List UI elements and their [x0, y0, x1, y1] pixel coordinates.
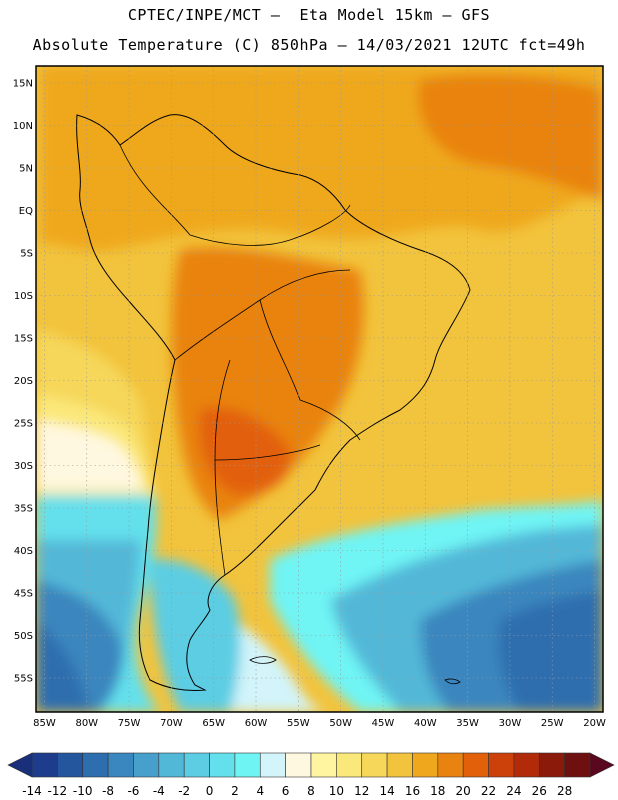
temperature-field [36, 66, 603, 712]
lat-label: 45S [14, 589, 33, 600]
colorbar-label: 24 [506, 784, 522, 798]
colorbar-swatch [285, 752, 312, 778]
lat-label: 55S [14, 674, 33, 685]
colorbar-label: 26 [531, 784, 547, 798]
colorbar-label: -4 [152, 784, 165, 798]
colorbar-swatch [564, 752, 591, 778]
lat-label: 35S [14, 504, 33, 515]
lon-label: 55W [287, 718, 310, 729]
colorbar-label: 0 [205, 784, 214, 798]
gridlines [36, 66, 603, 712]
colorbar-label: 14 [379, 784, 395, 798]
colorbar-swatch [82, 752, 109, 778]
colorbar-min-arrow [7, 752, 33, 778]
lon-label: 35W [456, 718, 479, 729]
latitude-labels: 15N 10N 5N EQ 5S 10S 15S 20S 25S 30S 35S 40S 45S 50S 5… [13, 79, 33, 685]
colorbar-label: -12 [47, 784, 68, 798]
lon-label: 65W [202, 718, 225, 729]
lat-label: 15N [13, 79, 33, 90]
colorbar-swatch [513, 752, 540, 778]
lon-label: 30W [499, 718, 522, 729]
colorbar-swatch [437, 752, 464, 778]
colorbar-swatch [488, 752, 515, 778]
map-frame [35, 65, 604, 713]
colorbar [7, 752, 615, 778]
colorbar-swatch [107, 752, 134, 778]
colorbar-swatch [310, 752, 337, 778]
colorbar-swatch [538, 752, 565, 778]
lat-label: 15S [14, 334, 33, 345]
colorbar-label: 12 [354, 784, 370, 798]
colorbar-label: 28 [556, 784, 573, 798]
colorbar-swatch [259, 752, 286, 778]
colorbar-swatch [336, 752, 363, 778]
colorbar-label: -10 [72, 784, 93, 798]
lon-label: 60W [245, 718, 268, 729]
lat-label: 20S [14, 376, 33, 387]
colorbar-label: 22 [480, 784, 497, 798]
lat-label: 50S [14, 631, 33, 642]
colorbar-label: 16 [404, 784, 421, 798]
lat-label: 10S [14, 291, 33, 302]
colorbar-swatch [31, 752, 58, 778]
lat-label: 5N [19, 164, 33, 175]
lon-label: 85W [33, 718, 56, 729]
colorbar-label: 2 [231, 784, 239, 798]
lat-label: EQ [19, 206, 33, 217]
lon-label: 80W [75, 718, 98, 729]
colorbar-label: -8 [102, 784, 115, 798]
coastline [76, 114, 471, 691]
lat-label: 40S [14, 546, 33, 557]
colorbar-label: 20 [455, 784, 471, 798]
colorbar-label: 10 [328, 784, 344, 798]
colorbar-swatch [234, 752, 261, 778]
lon-label: 50W [329, 718, 352, 729]
lat-label: 5S [20, 249, 33, 260]
lon-label: 40W [414, 718, 437, 729]
longitude-labels: 85W 80W 75W 70W 65W 60W 55W 50W 45W 40W 35W 30W 25W 2… [33, 718, 606, 729]
colorbar-swatch [462, 752, 489, 778]
colorbar-swatch [133, 752, 160, 778]
colorbar-swatch [209, 752, 236, 778]
colorbar-swatch [183, 752, 210, 778]
lon-label: 25W [541, 718, 564, 729]
colorbar-swatch [361, 752, 388, 778]
colorbar-swatch [412, 752, 439, 778]
colorbar-label: 18 [430, 784, 446, 798]
colorbar-label: -6 [127, 784, 140, 798]
title-line-2: Absolute Temperature (C) 850hPa – 14/03/… [32, 36, 586, 54]
colorbar-label: -2 [178, 784, 191, 798]
lat-label: 25S [14, 419, 33, 430]
lat-label: 10N [13, 121, 33, 132]
colorbar-swatch [386, 752, 413, 778]
colorbar-swatch [158, 752, 185, 778]
lon-label: 75W [118, 718, 141, 729]
colorbar-max-arrow [589, 752, 615, 778]
lon-label: 45W [372, 718, 395, 729]
colorbar-label: -14 [22, 784, 42, 798]
colorbar-label: 8 [307, 784, 315, 798]
colorbar-label: 4 [256, 784, 265, 798]
lon-label: 70W [160, 718, 183, 729]
lat-label: 30S [14, 461, 33, 472]
lon-label: 20W [583, 718, 606, 729]
title-line-1: CPTEC/INPE/MCT – Eta Model 15km – GFS [127, 6, 491, 24]
colorbar-label: 6 [281, 784, 290, 798]
colorbar-swatch [57, 752, 84, 778]
